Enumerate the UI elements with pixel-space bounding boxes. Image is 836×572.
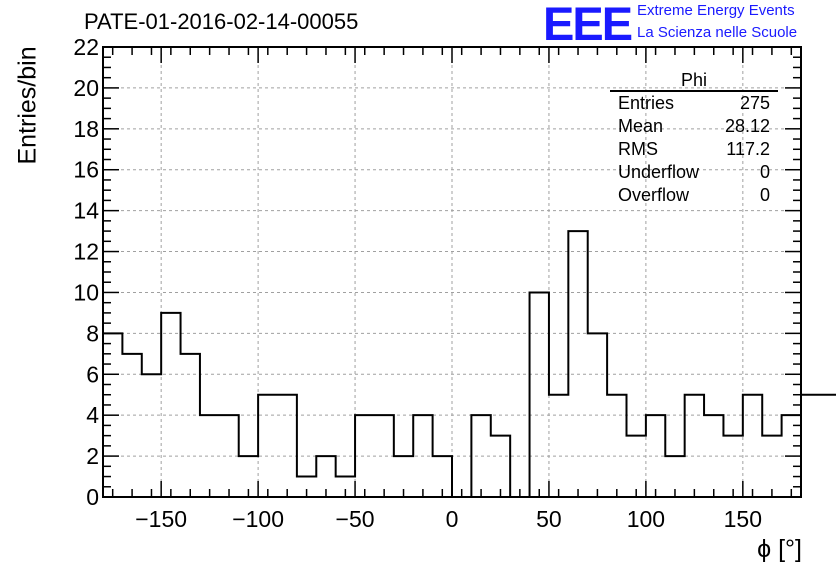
x-tick-label: 100 — [627, 506, 665, 532]
stats-title: Phi — [610, 70, 778, 92]
y-axis-label: Entries/bin — [13, 46, 42, 165]
y-tick-label: 2 — [86, 443, 99, 469]
y-axis-ticks: 0 2 4 6 8 10 12 14 16 18 20 22 — [73, 34, 801, 510]
y-tick-label: 8 — [86, 320, 99, 346]
y-tick-label: 14 — [73, 198, 99, 224]
stats-row: Entries 275 — [610, 92, 778, 115]
histogram-series — [103, 230, 836, 498]
x-tick-label: 0 — [446, 506, 459, 532]
x-axis-ticks: −150 −100 −50 0 50 100 150 — [111, 47, 793, 532]
y-tick-label: 6 — [86, 361, 99, 387]
stats-value: 0 — [759, 162, 770, 182]
stats-box: Phi Entries 275 Mean 28.12 RMS 117.2 Underflow… — [610, 70, 778, 207]
y-tick-label: 4 — [86, 402, 99, 428]
x-tick-label: 50 — [536, 506, 562, 532]
stats-label: Underflow — [618, 162, 700, 182]
stats-label: RMS — [618, 139, 658, 159]
stats-value: 28.12 — [724, 116, 770, 136]
chart-title: PATE-01-2016-02-14-00055 — [84, 9, 359, 34]
grid-lines — [103, 47, 801, 497]
x-tick-label: 150 — [724, 506, 762, 532]
y-tick-label: 10 — [73, 279, 99, 305]
stats-row: Underflow 0 — [610, 161, 778, 184]
x-tick-label: −100 — [232, 506, 284, 532]
stats-row: Overflow 0 — [610, 184, 778, 207]
y-tick-label: 18 — [73, 116, 99, 142]
stats-row: Mean 28.12 — [610, 115, 778, 138]
stats-value: 117.2 — [726, 139, 770, 159]
stats-value: 0 — [759, 185, 770, 205]
stats-value: 275 — [739, 93, 770, 113]
x-tick-label: −50 — [336, 506, 375, 532]
eee-logo: EEE — [543, 0, 633, 50]
y-tick-label: 12 — [73, 239, 99, 265]
logo-caption-line1: Extreme Energy Events — [637, 2, 795, 19]
stats-label: Overflow — [618, 185, 690, 205]
x-axis-label: ϕ [°] — [757, 535, 802, 563]
y-tick-label: 16 — [73, 157, 99, 183]
y-tick-label: 20 — [73, 75, 99, 101]
stats-row: RMS 117.2 — [610, 138, 778, 161]
y-tick-label: 0 — [86, 484, 99, 510]
x-tick-label: −150 — [135, 506, 187, 532]
stats-label: Entries — [618, 93, 675, 113]
y-tick-label: 22 — [73, 34, 99, 60]
plot-frame — [102, 46, 802, 498]
logo-caption-line2: La Scienza nelle Scuole — [637, 24, 798, 41]
stats-label: Mean — [618, 116, 664, 136]
